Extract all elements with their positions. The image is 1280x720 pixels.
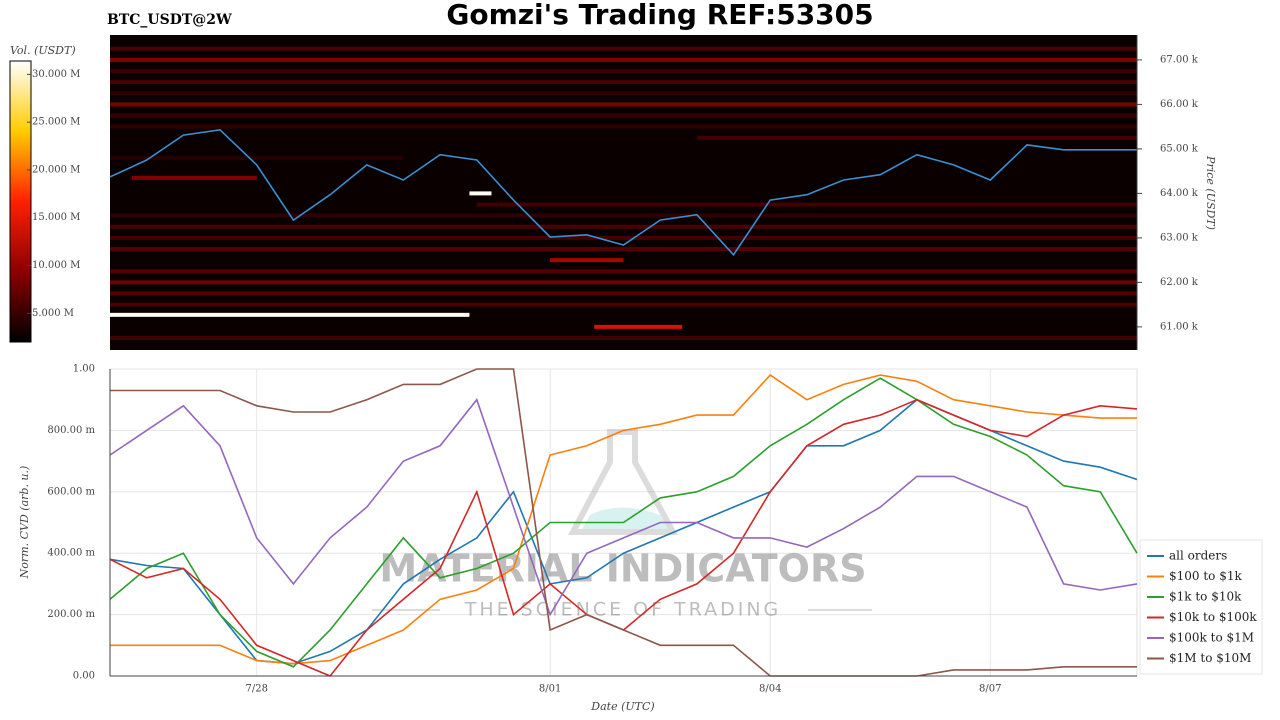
y-tick-label: 64.00 k: [1160, 188, 1199, 199]
liquidity-band: [696, 135, 1137, 140]
liquidity-band: [110, 46, 1137, 51]
x-axis-title: Date (UTC): [590, 700, 654, 713]
chart-title: BTC_USDT@2W: [107, 12, 232, 28]
colorbar-tick-label: 20.000 M: [32, 164, 80, 175]
y-tick-label: 65.00 k: [1160, 143, 1199, 154]
y-tick-label: 0.00: [73, 671, 95, 682]
y-tick-label: 67.00 k: [1160, 54, 1199, 65]
cvd-line: [110, 368, 1137, 677]
liquidity-band: [476, 202, 1137, 207]
legend-label: $100 to $1k: [1169, 569, 1242, 583]
liquidity-band: [110, 155, 404, 160]
y-tick-label: 66.00 k: [1160, 99, 1199, 110]
liquidity-band: [132, 175, 257, 180]
legend-label: $1k to $10k: [1169, 590, 1242, 604]
liquidity-band: [110, 69, 1137, 74]
watermark-subtitle: THE SCIENCE OF TRADING: [464, 599, 782, 621]
liquidity-band: [110, 213, 1137, 218]
page-title: Gomzi's Trading REF:53305: [446, 0, 873, 31]
y-tick-label: 800.00 m: [47, 425, 95, 436]
price-line: [109, 128, 1137, 257]
liquidity-band: [550, 258, 624, 263]
liquidity-band: [110, 247, 1137, 252]
liquidity-band: [110, 235, 1137, 240]
y-tick-label: 61.00 k: [1160, 321, 1199, 332]
liquidity-band: [110, 291, 1137, 296]
liquidity-band: [110, 302, 1137, 307]
liquidity-band: [110, 113, 1137, 118]
colorbar-title: Vol. (USDT): [10, 44, 76, 57]
heatmap-background: [110, 35, 1137, 350]
liquidity-band: [110, 57, 1137, 62]
liquidity-band: [110, 80, 1137, 85]
y-axis-title: Norm. CVD (arb. u.): [18, 466, 31, 580]
y-tick-label: 600.00 m: [47, 486, 95, 497]
x-tick-label: 8/04: [759, 684, 781, 695]
colorbar-tick-label: 30.000 M: [32, 69, 80, 80]
liquidity-band: [594, 324, 683, 329]
liquidity-band: [110, 280, 1137, 285]
y-tick-label: 200.00 m: [47, 609, 95, 620]
legend-label: $100k to $1M: [1169, 631, 1254, 645]
cvd-line: [109, 398, 1138, 617]
y-tick-label: 1.00: [73, 364, 95, 375]
liquidity-band: [110, 312, 470, 317]
liquidity-band: [110, 269, 1137, 274]
legend: [1139, 539, 1263, 675]
x-tick-label: 8/01: [539, 684, 561, 695]
y-tick-label: 400.00 m: [47, 548, 95, 559]
colorbar: [9, 60, 32, 343]
y-tick-label: 63.00 k: [1160, 232, 1199, 243]
colorbar-tick-label: 10.000 M: [32, 260, 80, 271]
colorbar-tick-label: 25.000 M: [32, 117, 80, 128]
liquidity-band: [469, 191, 492, 196]
legend-label: all orders: [1169, 549, 1227, 563]
liquidity-band: [110, 124, 1137, 129]
cvd-line: [109, 377, 1138, 668]
colorbar-tick-label: 15.000 M: [32, 212, 80, 223]
liquidity-band: [110, 102, 1137, 107]
liquidity-band: [110, 335, 1137, 340]
y-axis-title: Price (USDT): [1204, 155, 1217, 230]
legend-label: $1M to $10M: [1169, 651, 1251, 665]
cvd-line: [110, 374, 1137, 665]
legend-label: $10k to $100k: [1169, 610, 1257, 624]
liquidity-band: [110, 224, 1137, 229]
x-tick-label: 7/28: [245, 684, 267, 695]
liquidity-band: [110, 91, 1137, 96]
y-tick-label: 62.00 k: [1160, 277, 1199, 288]
x-tick-label: 8/07: [979, 684, 1001, 695]
colorbar-tick-label: 5.000 M: [32, 308, 74, 319]
